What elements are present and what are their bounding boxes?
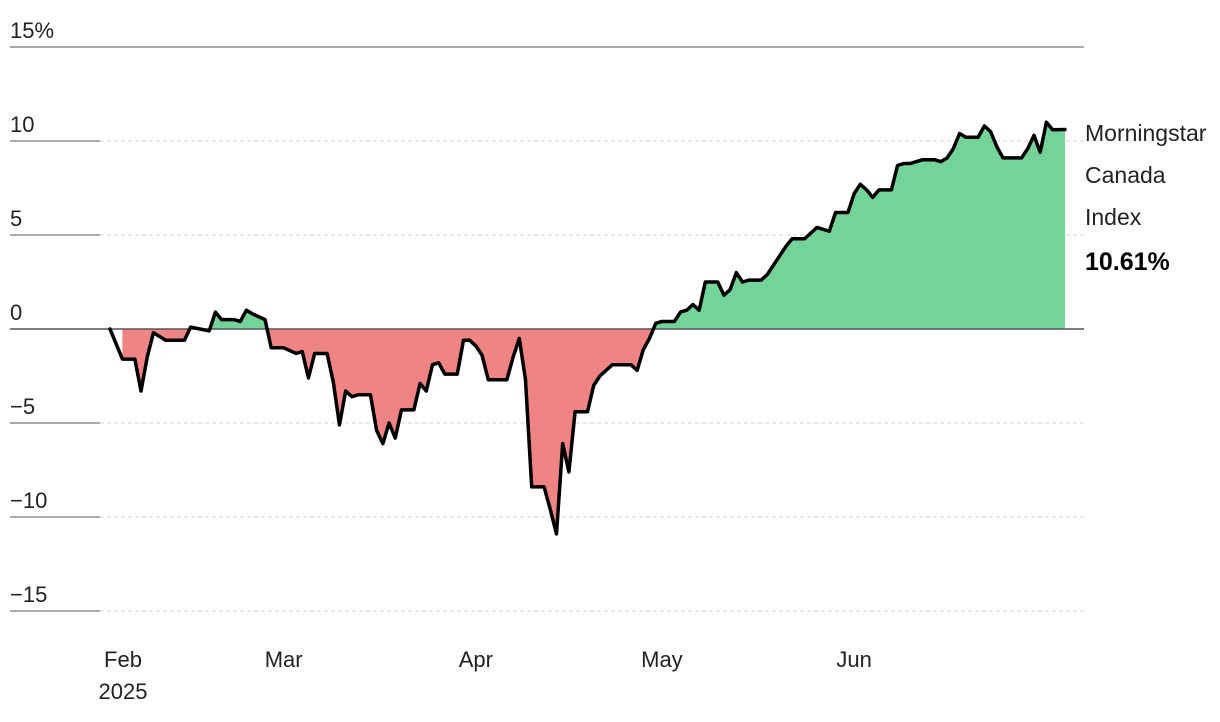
x-tick-label: Mar	[265, 647, 303, 672]
y-tick-label: 15%	[10, 18, 54, 43]
series-line-layer	[108, 120, 1067, 536]
y-tick-label: 5	[10, 206, 22, 231]
x-tick-label: Feb	[104, 647, 142, 672]
x-tick-label: May	[641, 647, 683, 672]
series-label: Morningstar Canada Index 10.61%	[1085, 120, 1207, 276]
y-tick-label: −15	[10, 582, 47, 607]
y-tick-label: −5	[10, 394, 35, 419]
negative-area	[267, 329, 654, 534]
area-fills	[122, 122, 1065, 534]
series-label-line-1: Morningstar	[1085, 120, 1207, 146]
positive-area	[653, 122, 1065, 329]
x-axis-ticks: Feb 2025 Mar Apr May Jun	[99, 647, 872, 704]
y-tick-label: 0	[10, 300, 22, 325]
x-tick-label: Apr	[459, 647, 493, 672]
y-tick-label: 10	[10, 112, 34, 137]
series-final-value: 10.61%	[1085, 248, 1170, 276]
y-tick-label: −10	[10, 488, 47, 513]
gridlines	[10, 46, 1084, 612]
y-axis-ticks: 15% 10 5 0 −5 −10 −15	[10, 18, 54, 607]
series-line	[108, 120, 1067, 536]
x-tick-label: Jun	[836, 647, 871, 672]
series-label-line-3: Index	[1085, 204, 1142, 230]
x-tick-sublabel: 2025	[99, 679, 148, 704]
series-label-line-2: Canada	[1085, 162, 1166, 188]
